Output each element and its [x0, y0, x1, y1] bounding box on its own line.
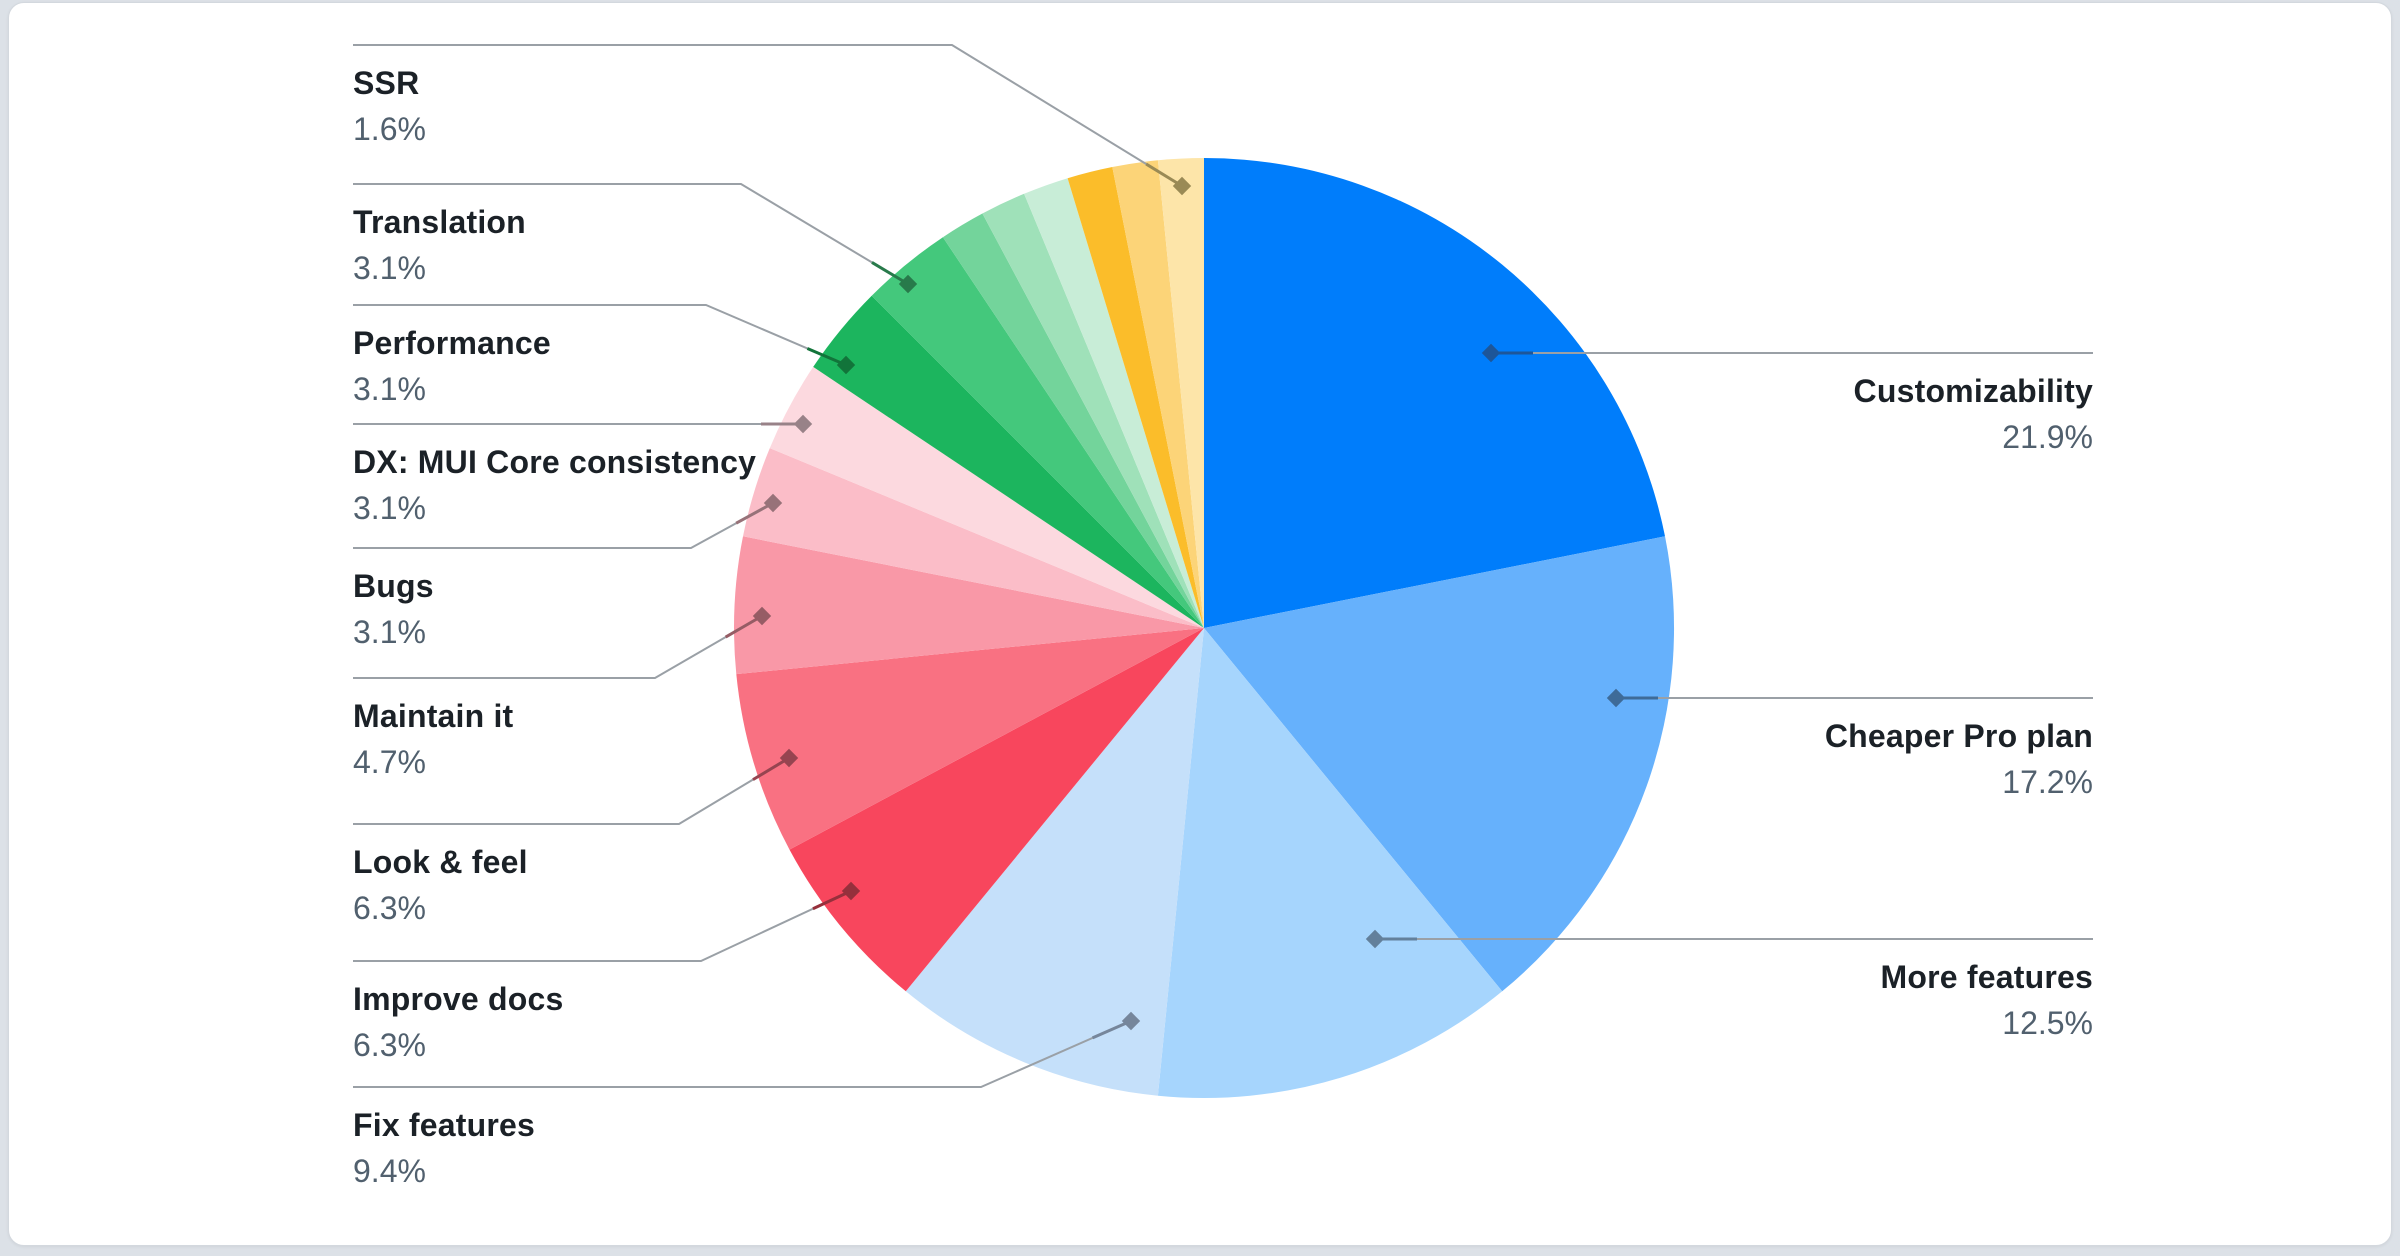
- slice-percent: 9.4%: [353, 1153, 426, 1189]
- pie-slice-look-feel[interactable]: [736, 628, 1204, 850]
- callout-cheaper-pro-plan: Cheaper Pro plan 17.2%: [1293, 718, 2093, 800]
- pie-slice-translation[interactable]: [871, 237, 1204, 628]
- pie-slice-unlabeled-15[interactable]: [1112, 160, 1204, 629]
- leader-marker: [779, 748, 799, 768]
- leader-line: [353, 757, 790, 825]
- leader-stub: [752, 756, 790, 781]
- slice-label: Translation: [353, 204, 526, 240]
- callout-translation: Translation 3.1%: [353, 204, 526, 286]
- pie-slice-ssr[interactable]: [1157, 158, 1204, 628]
- slice-label: Maintain it: [353, 698, 514, 734]
- leader-stub: [812, 889, 852, 911]
- leader-marker: [1121, 1011, 1141, 1031]
- slice-percent: 3.1%: [353, 614, 426, 650]
- slice-label: SSR: [353, 65, 420, 101]
- leader-marker: [1606, 688, 1626, 708]
- slice-percent: 12.5%: [2002, 1005, 2093, 1041]
- leader-marker: [793, 414, 813, 434]
- leader-line: [353, 890, 852, 962]
- pie-slice-customizability[interactable]: [1204, 158, 1665, 628]
- leader-marker: [752, 606, 772, 626]
- slice-label: More features: [1880, 959, 2093, 995]
- chart-card: SSR 1.6% Translation 3.1% Performance 3.…: [8, 2, 2392, 1246]
- slice-label: Customizability: [1853, 373, 2093, 409]
- slice-label: DX: MUI Core consistency: [353, 444, 757, 480]
- leader-marker: [1481, 343, 1501, 363]
- leader-marker: [763, 493, 783, 513]
- leader-stub: [871, 261, 909, 286]
- slice-label: Performance: [353, 325, 551, 361]
- pie-slice-performance[interactable]: [813, 295, 1204, 628]
- leader-marker: [1172, 176, 1192, 196]
- pie-slice-unlabeled-13[interactable]: [1024, 178, 1204, 628]
- leader-marker: [1365, 929, 1385, 949]
- pie-chart: [353, 44, 2093, 1098]
- leader-line: [353, 1020, 1132, 1088]
- leader-stub: [1091, 1019, 1132, 1040]
- leader-marker: [898, 274, 918, 294]
- slice-percent: 21.9%: [2002, 419, 2093, 455]
- slice-percent: 3.1%: [353, 371, 426, 407]
- callout-dx-mui-core-consistency: DX: MUI Core consistency 3.1%: [353, 444, 756, 526]
- callout-look-and-feel: Look & feel 6.3%: [353, 844, 528, 926]
- slice-label: Cheaper Pro plan: [1824, 718, 2093, 754]
- chart-stage: SSR 1.6% Translation 3.1% Performance 3.…: [9, 3, 2391, 1245]
- callout-maintain-it: Maintain it 4.7%: [353, 698, 513, 780]
- leader-stub: [1145, 162, 1183, 188]
- callout-more-features: More features 12.5%: [1293, 959, 2093, 1041]
- slice-percent: 17.2%: [2002, 764, 2093, 800]
- slice-percent: 6.3%: [353, 1027, 426, 1063]
- slice-percent: 6.3%: [353, 890, 426, 926]
- leader-stub: [724, 614, 763, 639]
- callout-ssr: SSR 1.6%: [353, 65, 426, 147]
- slice-label: Look & feel: [353, 844, 528, 880]
- callout-improve-docs: Improve docs 6.3%: [353, 981, 563, 1063]
- pie-slice-more-features[interactable]: [1157, 628, 1503, 1098]
- pie-slice-unlabeled-14[interactable]: [1067, 167, 1204, 628]
- pie-slice-bugs[interactable]: [743, 448, 1204, 628]
- callout-performance: Performance 3.1%: [353, 325, 551, 407]
- slice-label: Bugs: [353, 568, 434, 604]
- pie-slice-fix-features[interactable]: [905, 628, 1204, 1096]
- callout-fix-features: Fix features 9.4%: [353, 1107, 535, 1189]
- callout-bugs: Bugs 3.1%: [353, 568, 434, 650]
- leader-line: [353, 183, 909, 285]
- pie-slice-unlabeled-12[interactable]: [982, 193, 1204, 629]
- slice-percent: 3.1%: [353, 490, 426, 526]
- slice-percent: 1.6%: [353, 111, 426, 147]
- leader-marker: [841, 881, 861, 901]
- slice-percent: 3.1%: [353, 250, 426, 286]
- slice-percent: 4.7%: [353, 744, 426, 780]
- pie-slice-improve-docs[interactable]: [789, 628, 1205, 992]
- callout-customizability: Customizability 21.9%: [1293, 373, 2093, 455]
- slice-label: Improve docs: [353, 981, 564, 1017]
- pie-slice-maintain-it[interactable]: [734, 536, 1204, 675]
- leader-stub: [735, 501, 774, 525]
- pie-slice-dx-mui-core-consistency[interactable]: [769, 366, 1204, 628]
- pie-slice-cheaper-pro-plan[interactable]: [1204, 536, 1675, 992]
- pie-slice-unlabeled-11[interactable]: [942, 213, 1204, 629]
- leader-line: [353, 304, 847, 366]
- slice-label: Fix features: [353, 1107, 536, 1143]
- leader-line: [353, 44, 1183, 187]
- leader-marker: [836, 355, 856, 375]
